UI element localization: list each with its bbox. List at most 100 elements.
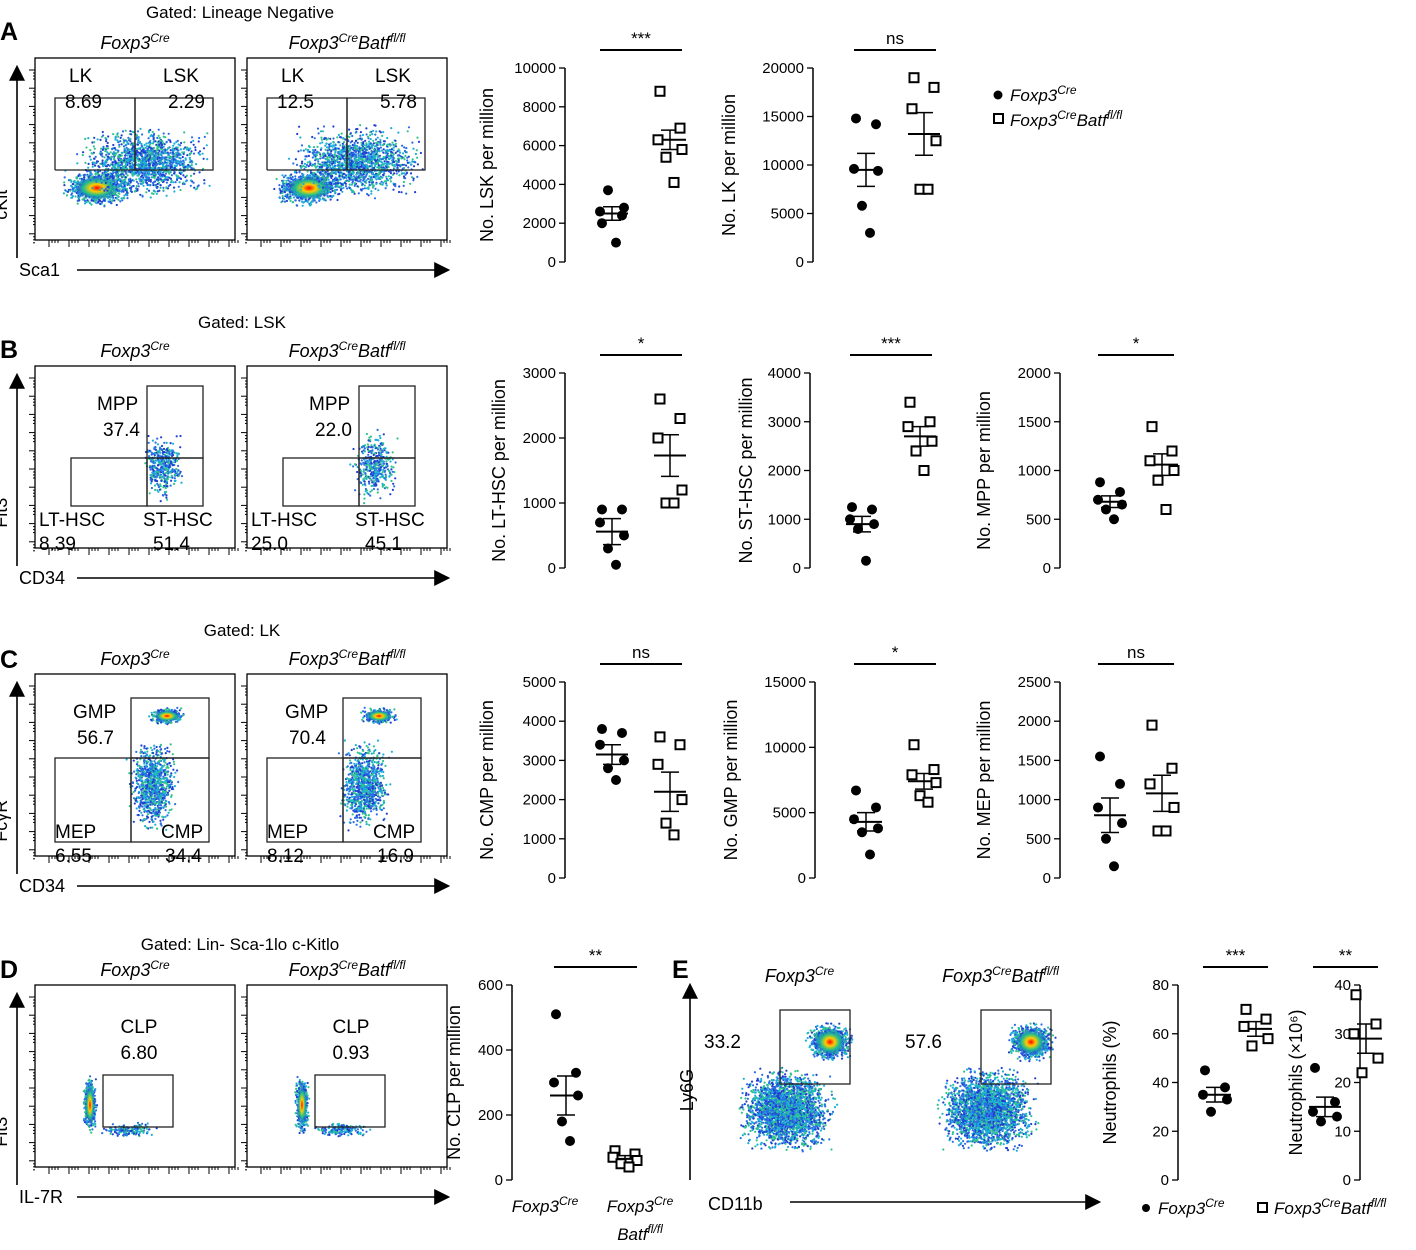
event-dot xyxy=(203,179,206,182)
event-dot xyxy=(291,175,294,179)
event-dot xyxy=(119,140,122,143)
event-dot xyxy=(69,189,72,192)
event-dot xyxy=(160,148,163,151)
density-hotspot xyxy=(286,176,332,200)
event-dot xyxy=(114,154,117,157)
event-dot xyxy=(112,196,115,199)
event-dot xyxy=(189,174,193,177)
event-dot xyxy=(106,155,110,158)
event-dot xyxy=(100,179,103,182)
event-dot xyxy=(373,197,377,200)
event-dot xyxy=(380,164,383,167)
event-dot xyxy=(375,141,378,144)
event-dot xyxy=(370,192,373,195)
event-dot xyxy=(113,175,116,178)
event-dot xyxy=(412,177,415,180)
event-dot xyxy=(101,130,104,134)
event-dot xyxy=(158,159,161,162)
event-dot xyxy=(316,165,319,168)
event-dot xyxy=(63,176,66,179)
event-dot xyxy=(327,189,331,192)
event-dot xyxy=(83,176,86,179)
event-dot xyxy=(411,141,414,144)
event-dot xyxy=(381,134,384,137)
event-dot xyxy=(149,166,152,170)
event-dot xyxy=(143,160,146,163)
event-dot xyxy=(103,205,106,208)
event-dot xyxy=(326,149,329,152)
event-dot xyxy=(104,187,107,190)
event-dot xyxy=(159,162,162,165)
event-dot xyxy=(322,188,325,191)
event-dot xyxy=(129,137,132,140)
event-dot xyxy=(76,202,79,205)
event-dot xyxy=(155,186,159,190)
event-dot xyxy=(359,188,362,191)
event-dot xyxy=(193,186,196,189)
event-dot xyxy=(164,161,167,164)
event-dot xyxy=(94,155,97,158)
event-dot xyxy=(297,150,300,153)
event-dot xyxy=(356,127,359,131)
event-dot xyxy=(281,200,284,203)
event-dot xyxy=(286,176,289,179)
event-dot xyxy=(138,171,141,174)
event-dot xyxy=(85,201,88,204)
event-dot xyxy=(376,146,379,149)
event-dot xyxy=(333,189,336,193)
event-dot xyxy=(379,131,382,134)
event-dot xyxy=(152,146,155,149)
event-dot xyxy=(177,143,180,146)
event-dot xyxy=(392,153,395,156)
event-dot xyxy=(125,167,128,170)
event-dot xyxy=(127,136,130,139)
event-dot xyxy=(95,162,98,165)
event-dot xyxy=(329,142,332,145)
event-dot xyxy=(391,141,394,144)
event-dot xyxy=(344,163,347,166)
event-dot xyxy=(124,178,127,181)
event-dot xyxy=(386,144,389,147)
event-dot xyxy=(83,202,87,205)
event-dot xyxy=(325,142,328,145)
event-dot xyxy=(278,196,281,200)
event-dot xyxy=(165,181,168,184)
event-dot xyxy=(332,183,335,186)
event-dot xyxy=(412,165,416,168)
event-dot xyxy=(111,199,114,203)
event-dot xyxy=(176,159,179,162)
event-dot xyxy=(362,147,365,150)
event-dot xyxy=(342,186,345,189)
event-dot xyxy=(379,183,382,186)
event-dot xyxy=(116,133,119,136)
event-dot xyxy=(333,144,336,147)
event-dot xyxy=(106,141,109,145)
event-dot xyxy=(334,182,337,185)
event-dot xyxy=(349,188,352,191)
event-dot xyxy=(387,157,390,160)
event-dot xyxy=(177,175,180,178)
event-dot xyxy=(339,166,342,169)
event-dot xyxy=(364,158,367,161)
event-dot xyxy=(147,137,150,140)
event-dot xyxy=(169,171,172,174)
event-dot xyxy=(172,144,175,147)
flow-panel-B: Flt3CD34Foxp3CreMPP37.4LT-HSC8.39ST-HSC5… xyxy=(0,339,451,588)
gate-value-lk: 12.5 xyxy=(277,92,314,113)
event-dot xyxy=(163,157,166,160)
event-dot xyxy=(182,181,185,184)
event-dot xyxy=(374,164,377,167)
event-dot xyxy=(176,139,179,142)
event-dot xyxy=(106,189,109,192)
event-dot xyxy=(407,126,411,129)
event-dot xyxy=(145,142,148,145)
event-dot xyxy=(180,171,183,174)
event-dot xyxy=(371,133,374,136)
event-dot xyxy=(336,185,339,188)
event-dot xyxy=(368,175,371,178)
event-dot xyxy=(175,164,178,167)
event-dot xyxy=(130,188,133,191)
event-dot xyxy=(321,141,324,144)
event-dot xyxy=(406,130,409,133)
event-dot xyxy=(342,172,346,175)
